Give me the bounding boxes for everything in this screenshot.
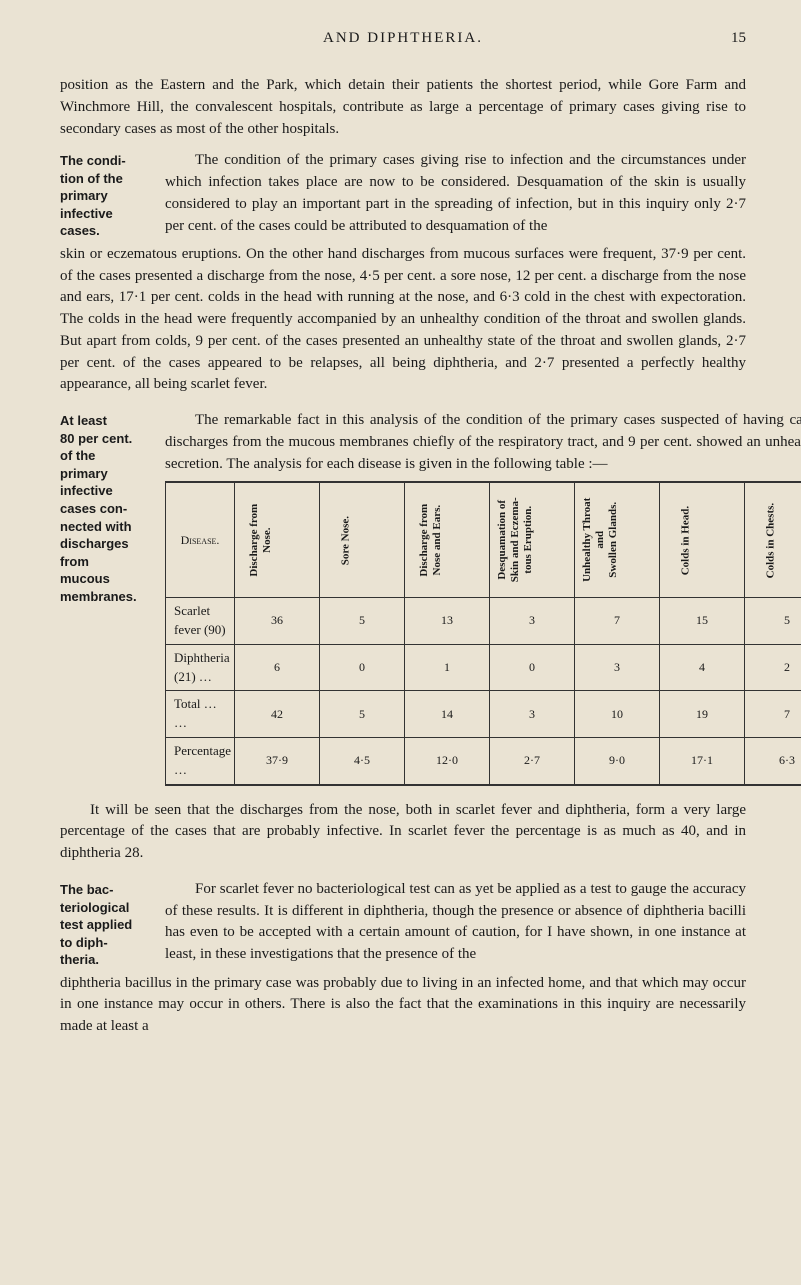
row-label: Diphtheria (21) … xyxy=(166,644,235,691)
col-disease: Disease. xyxy=(166,482,235,597)
cell: 17·1 xyxy=(660,738,745,785)
cell: 7 xyxy=(745,691,801,738)
block-1-continuation: skin or eczematous eruptions. On the oth… xyxy=(60,244,746,396)
cell: 3 xyxy=(490,597,575,644)
row-label: Percentage … xyxy=(166,738,235,785)
col-5: Colds in Head. xyxy=(660,482,745,597)
cell: 10 xyxy=(575,691,660,738)
col-3: Desquamation of Skin and Eczema- tous Er… xyxy=(490,482,575,597)
cell: 3 xyxy=(575,644,660,691)
cell: 0 xyxy=(320,644,405,691)
cell: 5 xyxy=(320,691,405,738)
col-0: Discharge from Nose. xyxy=(235,482,320,597)
cell: 13 xyxy=(405,597,490,644)
block-3-continuation: diphtheria bacillus in the primary case … xyxy=(60,973,746,1038)
cell: 4 xyxy=(660,644,745,691)
table-row: Percentage … 37·9 4·5 12·0 2·7 9·0 17·1 … xyxy=(166,738,801,785)
data-table: Disease. Discharge from Nose. Sore Nose.… xyxy=(165,481,801,785)
cell: 4·5 xyxy=(320,738,405,785)
row-label: Scarlet fever (90) xyxy=(166,597,235,644)
cell: 9·0 xyxy=(575,738,660,785)
table-row: Total … … 42 5 14 3 10 19 7 3 3 5 xyxy=(166,691,801,738)
cell: 37·9 xyxy=(235,738,320,785)
cell: 15 xyxy=(660,597,745,644)
cell: 7 xyxy=(575,597,660,644)
margin-note-3: The bac- teriological test applied to di… xyxy=(60,879,165,969)
cell: 6·3 xyxy=(745,738,801,785)
cell: 42 xyxy=(235,691,320,738)
block-2: At least 80 per cent. of the primary inf… xyxy=(60,410,746,800)
running-title: AND DIPHTHERIA. xyxy=(323,30,483,47)
cell: 14 xyxy=(405,691,490,738)
page-number: 15 xyxy=(731,30,746,47)
row-label: Total … … xyxy=(166,691,235,738)
block-1: The condi- tion of the primary infective… xyxy=(60,150,746,240)
block-3-lead: For scarlet fever no bacteriological tes… xyxy=(165,879,746,969)
cell: 3 xyxy=(490,691,575,738)
margin-note-2: At least 80 per cent. of the primary inf… xyxy=(60,410,165,800)
cell: 0 xyxy=(490,644,575,691)
cell: 36 xyxy=(235,597,320,644)
cell: 1 xyxy=(405,644,490,691)
cell: 19 xyxy=(660,691,745,738)
col-2: Discharge from Nose and Ears. xyxy=(405,482,490,597)
intro-paragraph: position as the Eastern and the Park, wh… xyxy=(60,75,746,140)
cell: 5 xyxy=(745,597,801,644)
block-2-text: The remarkable fact in this analysis of … xyxy=(165,412,801,472)
cell: 6 xyxy=(235,644,320,691)
col-1: Sore Nose. xyxy=(320,482,405,597)
block-1-lead: The condition of the primary cases givin… xyxy=(165,150,746,240)
cell: 5 xyxy=(320,597,405,644)
block-3: The bac- teriological test applied to di… xyxy=(60,879,746,969)
col-6: Colds in Chests. xyxy=(745,482,801,597)
table-row: Scarlet fever (90) 36 5 13 3 7 15 5 0 3 … xyxy=(166,597,801,644)
after-table-paragraph: It will be seen that the discharges from… xyxy=(60,800,746,865)
cell: 2 xyxy=(745,644,801,691)
col-4: Unhealthy Throat and Swollen Glands. xyxy=(575,482,660,597)
cell: 12·0 xyxy=(405,738,490,785)
cell: 2·7 xyxy=(490,738,575,785)
table-row: Diphtheria (21) … 6 0 1 0 3 4 2 3 0 2 xyxy=(166,644,801,691)
block-2-lead: The remarkable fact in this analysis of … xyxy=(165,410,801,800)
page-header: AND DIPHTHERIA. 15 xyxy=(60,30,746,47)
margin-note-1: The condi- tion of the primary infective… xyxy=(60,150,165,240)
